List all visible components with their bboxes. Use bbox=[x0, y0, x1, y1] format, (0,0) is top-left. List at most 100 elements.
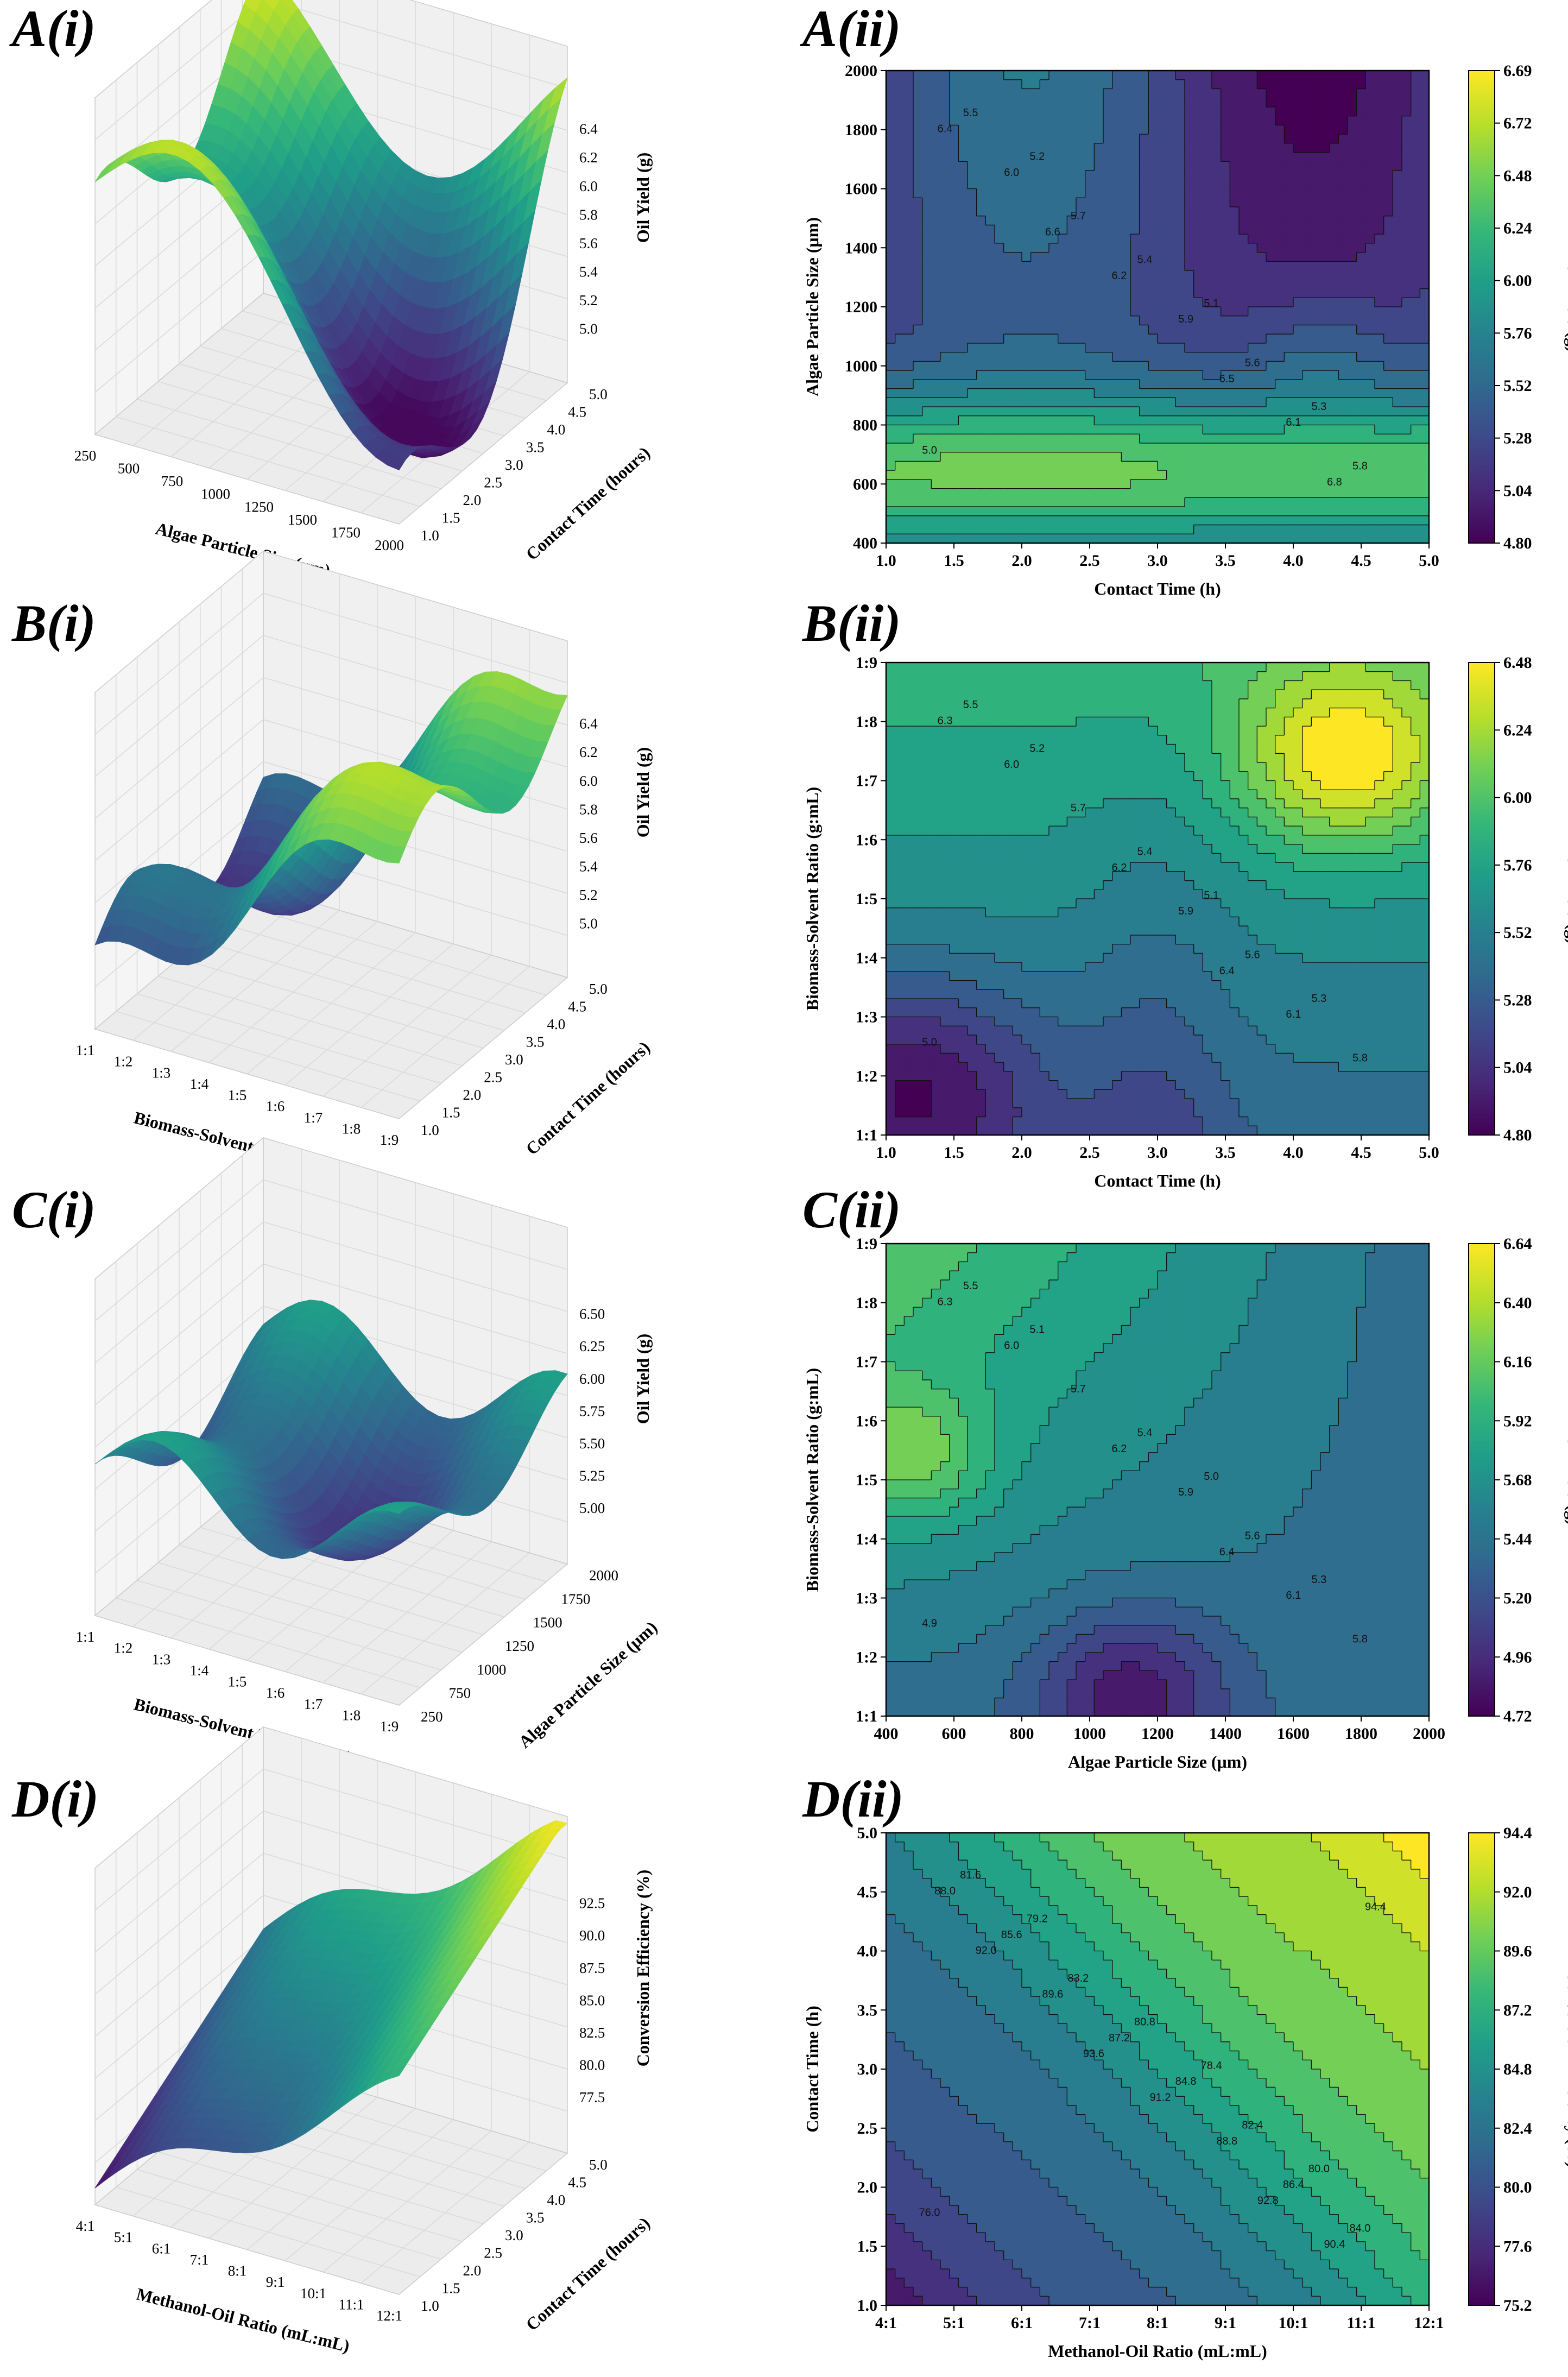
contour-cell bbox=[1158, 479, 1167, 489]
contour-cell bbox=[886, 71, 896, 80]
contour-cell bbox=[1158, 89, 1167, 98]
contour-cell bbox=[1040, 452, 1049, 462]
contour-cell bbox=[931, 152, 941, 162]
contour-cell bbox=[1076, 515, 1086, 526]
contour-cell bbox=[1130, 507, 1140, 516]
contour-cell bbox=[904, 243, 914, 253]
contour-cell bbox=[1185, 352, 1194, 362]
contour-cell bbox=[1076, 452, 1086, 462]
contour-cell bbox=[985, 398, 995, 407]
contour-cell bbox=[940, 488, 950, 498]
contour-cell bbox=[1139, 507, 1149, 516]
contour-cell bbox=[1121, 79, 1131, 90]
contour-cell bbox=[1049, 161, 1059, 171]
contour-cell bbox=[1094, 143, 1104, 153]
contour-cell bbox=[1121, 243, 1131, 253]
contour-cell bbox=[1067, 407, 1077, 417]
contour-cell bbox=[1049, 316, 1059, 326]
contour-cell bbox=[1121, 425, 1131, 434]
contour-cell bbox=[949, 470, 959, 480]
contour-cell bbox=[1139, 89, 1149, 98]
contour-cell bbox=[1130, 188, 1140, 198]
contour-cell bbox=[1166, 225, 1176, 235]
contour-cell bbox=[895, 379, 905, 389]
y-tick-label: 1.0 bbox=[421, 1122, 439, 1138]
contour-cell bbox=[968, 270, 977, 280]
contour-cell bbox=[1158, 261, 1167, 271]
contour-cell bbox=[976, 388, 986, 398]
contour-cell bbox=[931, 143, 941, 153]
contour-cell bbox=[1013, 352, 1022, 362]
contour-cell bbox=[976, 298, 986, 307]
contour-cell bbox=[1112, 507, 1122, 516]
contour-cell bbox=[1022, 298, 1032, 307]
contour-cell bbox=[976, 243, 986, 253]
contour-cell bbox=[976, 134, 986, 144]
contour-cell bbox=[1112, 179, 1122, 190]
z-tick-label: 92.5 bbox=[579, 1895, 605, 1912]
contour-cell bbox=[1103, 171, 1113, 180]
contour-cell bbox=[1185, 79, 1194, 90]
contour-cell bbox=[1193, 161, 1203, 171]
contour-cell bbox=[1067, 198, 1077, 207]
contour-cell bbox=[1148, 507, 1158, 516]
contour-cell bbox=[976, 188, 986, 198]
contour-cell bbox=[968, 243, 977, 253]
contour-cell bbox=[1158, 370, 1167, 380]
contour-cell bbox=[985, 98, 995, 108]
panel-label-c-i: C(i) bbox=[12, 1181, 96, 1239]
contour-cell bbox=[958, 407, 968, 417]
contour-cell bbox=[1158, 525, 1167, 534]
contour-cell bbox=[1166, 379, 1176, 389]
contour-cell bbox=[886, 325, 896, 335]
contour-cell bbox=[1067, 161, 1077, 171]
contour-cell bbox=[1103, 425, 1113, 434]
contour-cell bbox=[1230, 415, 1240, 426]
contour-cell bbox=[904, 388, 914, 398]
contour-cell bbox=[949, 261, 959, 271]
contour-cell bbox=[1121, 198, 1131, 207]
contour-cell bbox=[995, 161, 1004, 171]
contour-cell bbox=[1085, 225, 1095, 235]
contour-cell bbox=[904, 307, 914, 317]
contour-cell bbox=[1076, 188, 1086, 198]
contour-cell bbox=[940, 179, 950, 190]
contour-cell bbox=[1221, 488, 1230, 498]
contour-cell bbox=[1193, 298, 1203, 307]
contour-cell bbox=[922, 79, 932, 90]
contour-cell bbox=[931, 89, 941, 98]
contour-cell bbox=[1121, 370, 1131, 380]
contour-cell bbox=[1058, 407, 1067, 417]
contour-cell bbox=[949, 298, 959, 307]
contour-cell bbox=[1076, 379, 1086, 389]
contour-cell bbox=[922, 507, 932, 516]
contour-cell bbox=[895, 270, 905, 280]
contour-cell bbox=[1030, 507, 1040, 516]
contour-cell bbox=[1121, 179, 1131, 190]
contour-cell bbox=[922, 325, 932, 335]
contour-cell bbox=[1049, 379, 1059, 389]
contour-cell bbox=[922, 98, 932, 108]
contour-cell bbox=[922, 252, 932, 262]
contour-cell bbox=[922, 225, 932, 235]
contour-cell bbox=[1158, 98, 1167, 108]
contour-cell bbox=[1030, 443, 1040, 453]
contour-cell bbox=[1193, 361, 1203, 371]
y-axis-title: Contact Time (hours) bbox=[522, 443, 654, 564]
contour-cell bbox=[1103, 206, 1113, 217]
contour-cell bbox=[895, 161, 905, 171]
contour-cell bbox=[985, 343, 995, 353]
contour-cell bbox=[985, 461, 995, 471]
contour-cell bbox=[1058, 343, 1067, 353]
y-tick-label: 1500 bbox=[533, 1615, 562, 1631]
contour-cell bbox=[1130, 316, 1140, 326]
contour-cell bbox=[904, 488, 914, 498]
contour-cell bbox=[1166, 370, 1176, 380]
contour-cell bbox=[949, 171, 959, 180]
contour-cell bbox=[1203, 79, 1212, 90]
contour-cell bbox=[1212, 316, 1222, 326]
y-tick-label: 1000 bbox=[477, 1661, 506, 1678]
contour-cell bbox=[886, 216, 896, 226]
contour-cell bbox=[895, 443, 905, 453]
contour-cell bbox=[1203, 234, 1212, 244]
